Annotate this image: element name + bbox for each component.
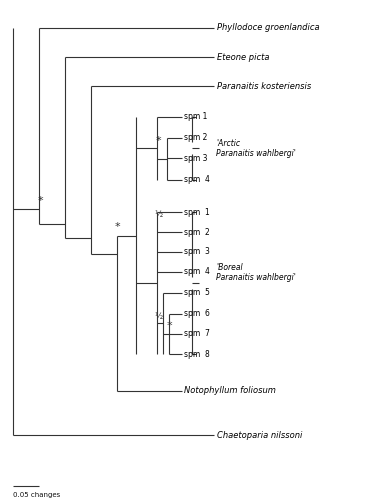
- Text: Paranaitis kosteriensis: Paranaitis kosteriensis: [217, 82, 311, 91]
- Text: spm  5: spm 5: [184, 288, 210, 298]
- Text: ½: ½: [154, 312, 162, 320]
- Text: *: *: [167, 321, 172, 331]
- Text: spm  2: spm 2: [184, 228, 210, 236]
- Text: *: *: [115, 222, 121, 232]
- Text: spm 2: spm 2: [184, 133, 208, 142]
- Text: 0.05 changes: 0.05 changes: [13, 492, 60, 498]
- Text: spm  3: spm 3: [184, 247, 210, 256]
- Text: spm  8: spm 8: [184, 350, 210, 358]
- Text: spm  4: spm 4: [184, 175, 210, 184]
- Text: 'Arctic
Paranaitis wahlbergi': 'Arctic Paranaitis wahlbergi': [216, 138, 296, 158]
- Text: spm  4: spm 4: [184, 268, 210, 276]
- Text: Phyllodoce groenlandica: Phyllodoce groenlandica: [217, 24, 319, 32]
- Text: spm  7: spm 7: [184, 330, 210, 338]
- Text: ½: ½: [154, 210, 162, 220]
- Text: *: *: [38, 196, 43, 205]
- Text: Eteone picta: Eteone picta: [217, 52, 269, 62]
- Text: 'Boreal
Paranaitis wahlbergi': 'Boreal Paranaitis wahlbergi': [216, 262, 296, 282]
- Text: spm  1: spm 1: [184, 208, 210, 217]
- Text: spm 1: spm 1: [184, 112, 208, 122]
- Text: Chaetoparia nilssoni: Chaetoparia nilssoni: [217, 431, 302, 440]
- Text: Notophyllum foliosum: Notophyllum foliosum: [184, 386, 276, 395]
- Text: spm 3: spm 3: [184, 154, 208, 162]
- Text: *: *: [155, 136, 161, 145]
- Text: spm  6: spm 6: [184, 310, 210, 318]
